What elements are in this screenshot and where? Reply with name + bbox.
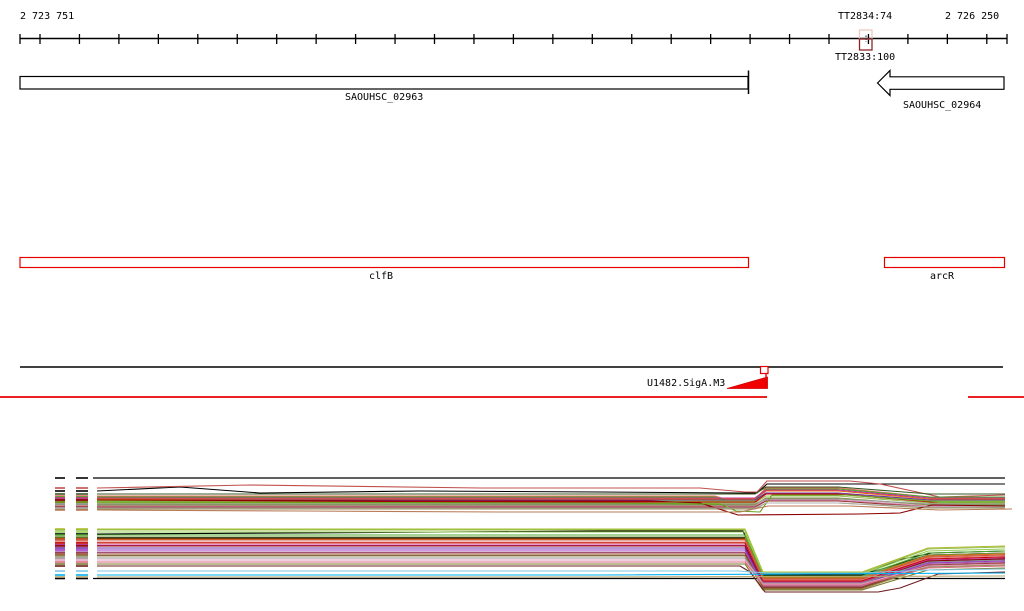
cds-clfb[interactable] — [19, 256, 750, 269]
trace-line — [97, 557, 1006, 584]
trace-line — [97, 568, 1006, 574]
trace-line — [96, 480, 1006, 498]
trace-line — [97, 559, 1006, 585]
ruler-end-coordinate: 2 726 250 — [945, 11, 1000, 22]
trace-line — [97, 502, 1005, 509]
gene-saouhsc-02963-label: SAOUHSC_02963 — [345, 92, 424, 103]
motif-anchor-square — [759, 365, 769, 375]
terminator-tt2833-label: TT2833:100 — [835, 52, 896, 63]
ruler-start-coordinate: 2 723 751 — [20, 11, 75, 22]
trace-line — [96, 494, 1005, 513]
cds-clfb-label: clfB — [369, 271, 394, 282]
cds-arcr-label: arcR — [930, 271, 955, 282]
trace-line — [96, 483, 1005, 494]
trace-line — [97, 542, 1006, 582]
cds-arcr[interactable] — [883, 256, 1006, 269]
motif-u1482-siga-m3-label: U1482.SigA.M3 — [647, 378, 726, 389]
genome-ruler — [19, 34, 1008, 44]
trace-line — [96, 505, 1013, 513]
trace-line — [97, 486, 1005, 495]
motif-u1482-flag[interactable] — [726, 365, 769, 389]
trace-line — [97, 572, 1006, 576]
trace-line — [97, 539, 1006, 580]
trace-line — [97, 489, 1005, 499]
trace-line — [97, 498, 1005, 505]
trace-line — [97, 528, 1006, 573]
trace-line — [97, 492, 1005, 501]
gene-saouhsc-02964[interactable] — [876, 69, 1005, 97]
trace-line — [97, 555, 1006, 590]
trace-line — [97, 538, 1006, 579]
trace-line — [97, 544, 1006, 583]
expression-trace-panel — [55, 477, 1013, 593]
trace-line — [97, 490, 1005, 500]
gene-saouhsc-02964-label: SAOUHSC_02964 — [903, 100, 982, 111]
gene-saouhsc-02963[interactable] — [19, 70, 750, 95]
motif-triangle-icon — [726, 376, 768, 389]
trace-line — [97, 552, 1006, 588]
trace-line — [97, 541, 1006, 581]
terminator-tt2834-label: TT2834:74 — [838, 11, 893, 22]
terminator-marker[interactable] — [858, 29, 873, 51]
trace-line — [97, 499, 1005, 507]
trace-line — [97, 561, 1006, 586]
trace-line — [97, 551, 1006, 587]
trace-line — [97, 575, 1006, 578]
trace-line — [96, 499, 1006, 516]
